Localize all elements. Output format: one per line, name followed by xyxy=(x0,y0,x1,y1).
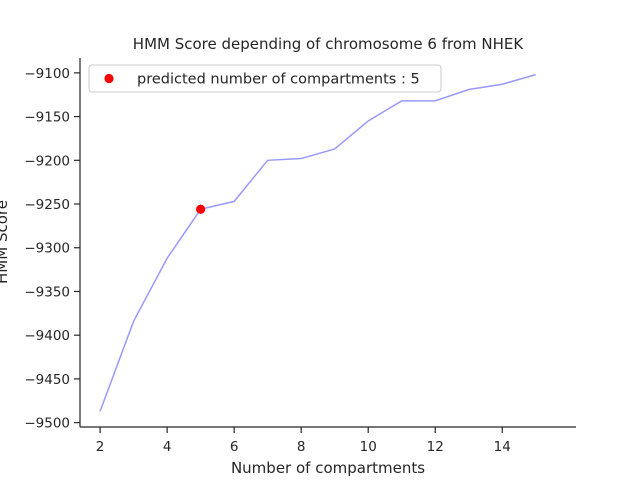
x-tick-label: 2 xyxy=(96,439,105,455)
x-tick-label: 14 xyxy=(494,439,511,455)
y-axis-ticks: −9500 −9450 −9400 −9350 −9300 −9250 −9200 −9150… xyxy=(24,66,80,432)
y-tick-label: −9200 xyxy=(24,153,70,169)
x-axis-label: Number of compartments xyxy=(231,459,425,477)
x-tick-label: 4 xyxy=(163,439,172,455)
y-tick-label: −9350 xyxy=(24,284,70,300)
x-axis-ticks: 2 4 6 8 10 12 14 xyxy=(96,427,511,455)
x-tick-label: 8 xyxy=(297,439,306,455)
y-tick-label: −9300 xyxy=(24,241,70,257)
x-tick-label: 12 xyxy=(427,439,444,455)
y-tick-label: −9450 xyxy=(24,372,70,388)
y-axis-label: HMM Score xyxy=(0,200,11,284)
legend-marker xyxy=(104,73,114,84)
legend-box xyxy=(88,64,442,93)
series-line xyxy=(99,73,536,412)
legend: predicted number of compartments : 5 xyxy=(88,64,442,93)
y-tick-label: −9500 xyxy=(24,416,70,432)
legend-label: predicted number of compartments : 5 xyxy=(137,72,420,88)
y-tick-label: −9400 xyxy=(24,328,70,344)
y-tick-label: −9250 xyxy=(24,197,70,213)
y-tick-label: −9100 xyxy=(24,66,70,82)
x-tick-label: 10 xyxy=(360,439,377,455)
plot-area xyxy=(99,73,536,412)
x-tick-label: 6 xyxy=(230,439,239,455)
chart-title: HMM Score depending of chromosome 6 from… xyxy=(133,35,525,53)
predicted-compartments-point xyxy=(196,204,206,214)
y-tick-label: −9150 xyxy=(24,110,70,126)
